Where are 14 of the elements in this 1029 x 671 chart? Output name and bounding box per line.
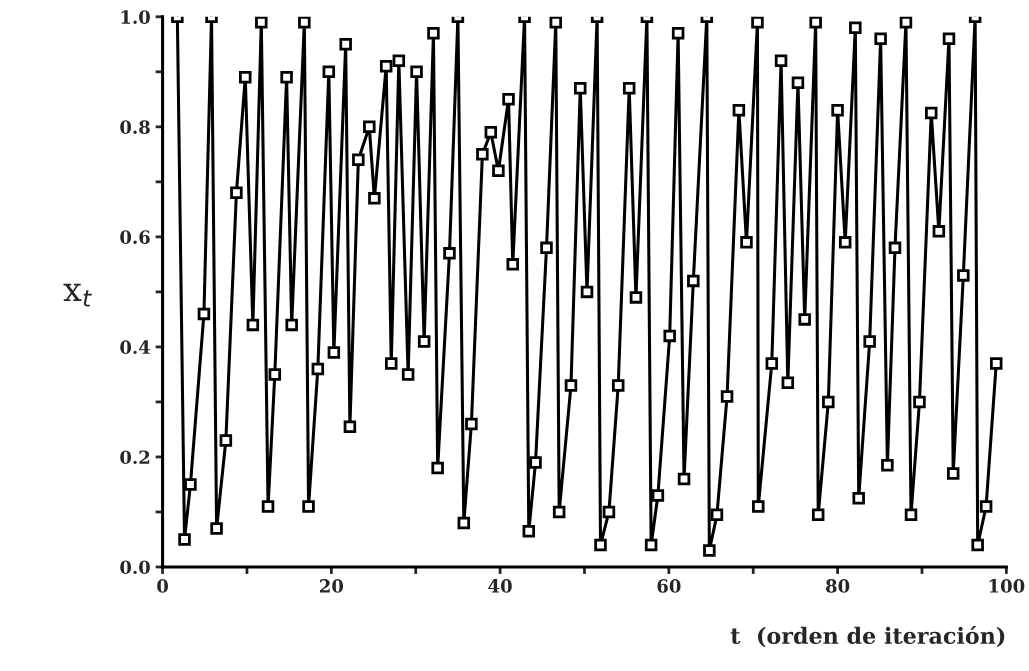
y-tick-label: 0.2 [120,450,150,465]
y-axis-title: x$_{t}$ [63,283,93,307]
x-axis-title: t (orden de iteración) [730,625,1005,648]
x-tick-label: 40 [488,579,512,593]
x-tick-label: 60 [657,579,681,593]
y-tick-label: 0.0 [120,560,150,575]
y-tick-label: 1.0 [121,10,150,24]
x-tick-label: 20 [319,579,344,593]
y-tick-label: 0.6 [120,230,150,244]
x-tick-label: 0 [157,579,169,593]
y-tick-label: 0.4 [120,340,151,355]
x-tick-label: 100 [989,579,1025,593]
y-tick-label: 0.8 [120,120,150,134]
x-tick-label: 80 [825,579,850,593]
